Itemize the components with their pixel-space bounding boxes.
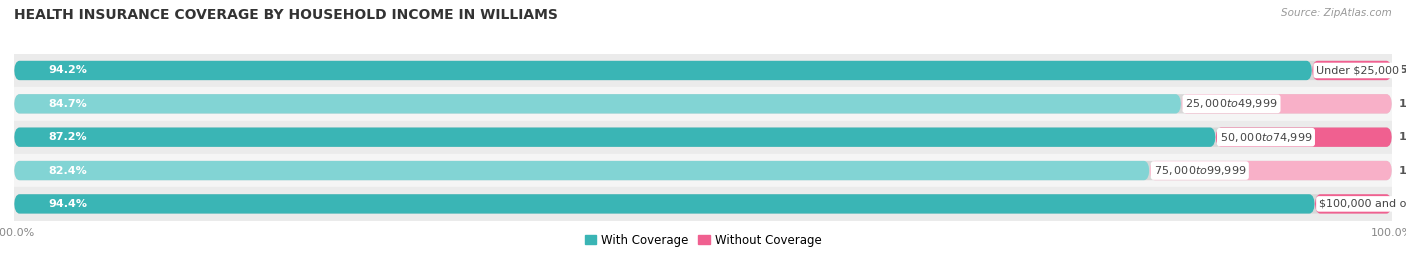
Text: 17.6%: 17.6% xyxy=(1399,165,1406,176)
Text: 82.4%: 82.4% xyxy=(48,165,87,176)
Bar xyxy=(14,187,1392,221)
Bar xyxy=(14,121,1392,154)
FancyBboxPatch shape xyxy=(14,194,1392,214)
FancyBboxPatch shape xyxy=(14,61,1312,80)
FancyBboxPatch shape xyxy=(1216,128,1392,147)
FancyBboxPatch shape xyxy=(14,161,1150,180)
Legend: With Coverage, Without Coverage: With Coverage, Without Coverage xyxy=(579,229,827,251)
Text: 84.7%: 84.7% xyxy=(48,99,87,109)
Text: 12.8%: 12.8% xyxy=(1399,132,1406,142)
Text: $50,000 to $74,999: $50,000 to $74,999 xyxy=(1220,131,1312,144)
FancyBboxPatch shape xyxy=(1150,161,1392,180)
Text: $25,000 to $49,999: $25,000 to $49,999 xyxy=(1185,97,1278,110)
FancyBboxPatch shape xyxy=(14,94,1181,114)
Text: 5.8%: 5.8% xyxy=(1399,65,1406,76)
FancyBboxPatch shape xyxy=(1312,61,1392,80)
Bar xyxy=(14,87,1392,121)
FancyBboxPatch shape xyxy=(14,128,1216,147)
FancyBboxPatch shape xyxy=(14,61,1392,80)
Text: Under $25,000: Under $25,000 xyxy=(1316,65,1399,76)
Text: 15.3%: 15.3% xyxy=(1399,99,1406,109)
Text: $100,000 and over: $100,000 and over xyxy=(1319,199,1406,209)
FancyBboxPatch shape xyxy=(14,194,1315,214)
FancyBboxPatch shape xyxy=(14,161,1392,180)
Text: HEALTH INSURANCE COVERAGE BY HOUSEHOLD INCOME IN WILLIAMS: HEALTH INSURANCE COVERAGE BY HOUSEHOLD I… xyxy=(14,8,558,22)
Bar xyxy=(14,154,1392,187)
Text: 5.6%: 5.6% xyxy=(1399,199,1406,209)
Text: 94.2%: 94.2% xyxy=(48,65,87,76)
FancyBboxPatch shape xyxy=(14,128,1392,147)
FancyBboxPatch shape xyxy=(1181,94,1392,114)
FancyBboxPatch shape xyxy=(14,94,1392,114)
Text: Source: ZipAtlas.com: Source: ZipAtlas.com xyxy=(1281,8,1392,18)
Bar xyxy=(14,54,1392,87)
Text: $75,000 to $99,999: $75,000 to $99,999 xyxy=(1153,164,1246,177)
Text: 87.2%: 87.2% xyxy=(48,132,87,142)
Text: 94.4%: 94.4% xyxy=(48,199,87,209)
FancyBboxPatch shape xyxy=(1315,194,1392,214)
